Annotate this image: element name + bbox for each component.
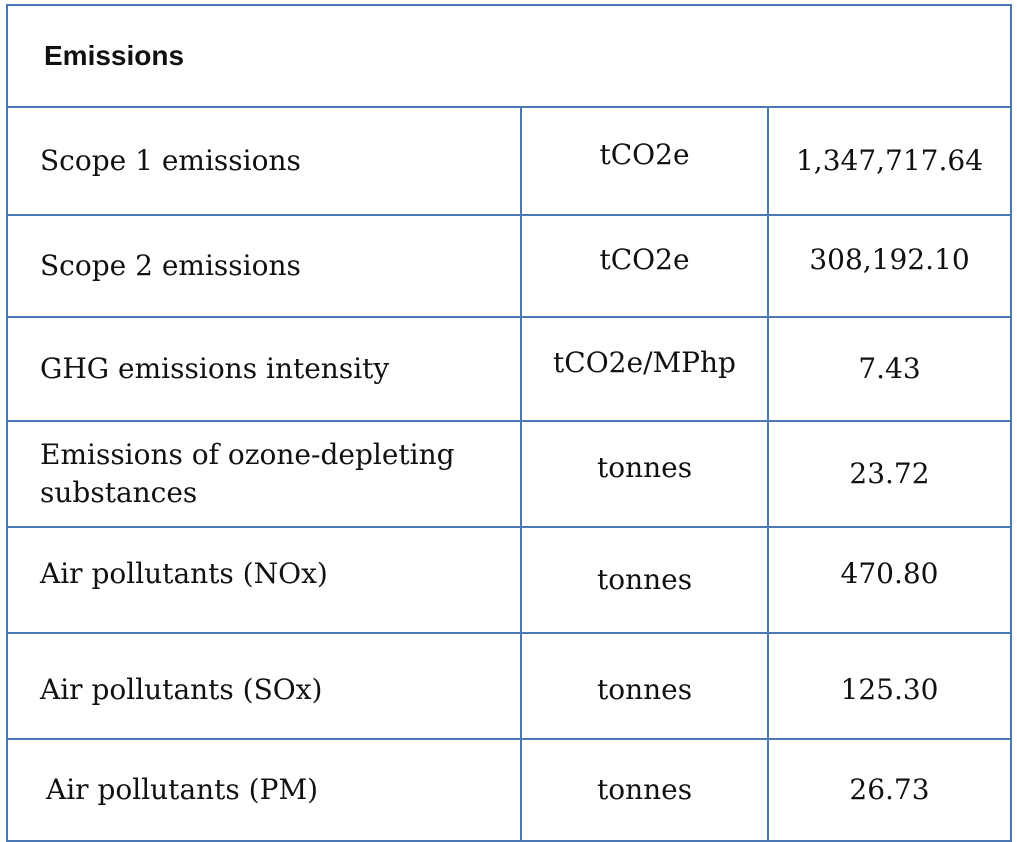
table-header-row: Emissions bbox=[6, 4, 1012, 108]
value-text: 7.43 bbox=[858, 352, 921, 385]
row-unit: tCO2e bbox=[520, 106, 769, 216]
table-row: Scope 2 emissions tCO2e 308,192.10 bbox=[5, 214, 1012, 318]
label-text: Air pollutants (PM) bbox=[46, 773, 319, 806]
emissions-table-container: Emissions Scope 1 emissions tCO2e 1,347,… bbox=[5, 4, 1012, 842]
table-row: Air pollutants (SOx) tonnes 125.30 bbox=[5, 632, 1012, 740]
value-text: 125.30 bbox=[840, 673, 939, 706]
table-row: Emissions of ozone-depleting substances … bbox=[5, 420, 1012, 528]
table-title: Emissions bbox=[6, 4, 1012, 108]
unit-text: tonnes bbox=[596, 451, 693, 484]
value-text: 23.72 bbox=[849, 457, 930, 490]
value-text: 1,347,717.64 bbox=[795, 144, 984, 177]
label-text: Air pollutants (SOx) bbox=[40, 673, 323, 706]
value-text: 470.80 bbox=[840, 557, 939, 590]
row-unit: tonnes bbox=[520, 526, 769, 634]
unit-text: tonnes bbox=[596, 673, 693, 706]
value-text: 26.73 bbox=[849, 773, 930, 806]
row-label: Emissions of ozone-depleting substances bbox=[5, 420, 523, 528]
row-unit: tCO2e/MPhp bbox=[520, 316, 769, 422]
table-row: Scope 1 emissions tCO2e 1,347,717.64 bbox=[5, 106, 1012, 216]
value-text: 308,192.10 bbox=[809, 243, 970, 276]
row-unit: tonnes bbox=[520, 420, 769, 528]
unit-text: tonnes bbox=[596, 773, 693, 806]
table-row: Air pollutants (NOx) tonnes 470.80 bbox=[5, 526, 1012, 634]
emissions-table: Emissions Scope 1 emissions tCO2e 1,347,… bbox=[5, 4, 1012, 842]
row-value: 26.73 bbox=[767, 738, 1012, 842]
row-value: 470.80 bbox=[767, 526, 1012, 634]
unit-text: tonnes bbox=[596, 563, 693, 596]
row-unit: tCO2e bbox=[520, 214, 769, 318]
unit-text: tCO2e/MPhp bbox=[553, 346, 736, 379]
row-label: Air pollutants (NOx) bbox=[5, 526, 523, 634]
table-row: GHG emissions intensity tCO2e/MPhp 7.43 bbox=[5, 316, 1012, 422]
row-value: 23.72 bbox=[767, 420, 1012, 528]
row-label: GHG emissions intensity bbox=[5, 316, 523, 422]
row-label: Scope 2 emissions bbox=[5, 214, 523, 318]
row-label: Scope 1 emissions bbox=[5, 106, 523, 216]
row-label: Air pollutants (SOx) bbox=[5, 632, 523, 740]
row-value: 125.30 bbox=[767, 632, 1012, 740]
unit-text: tCO2e bbox=[599, 243, 690, 276]
table-row: Air pollutants (PM) tonnes 26.73 bbox=[5, 738, 1012, 842]
row-label: Air pollutants (PM) bbox=[5, 738, 523, 842]
row-value: 7.43 bbox=[767, 316, 1012, 422]
unit-text: tCO2e bbox=[599, 138, 690, 171]
label-text: Air pollutants (NOx) bbox=[40, 557, 328, 590]
row-value: 1,347,717.64 bbox=[767, 106, 1012, 216]
row-value: 308,192.10 bbox=[767, 214, 1012, 318]
row-unit: tonnes bbox=[520, 738, 769, 842]
row-unit: tonnes bbox=[520, 632, 769, 740]
